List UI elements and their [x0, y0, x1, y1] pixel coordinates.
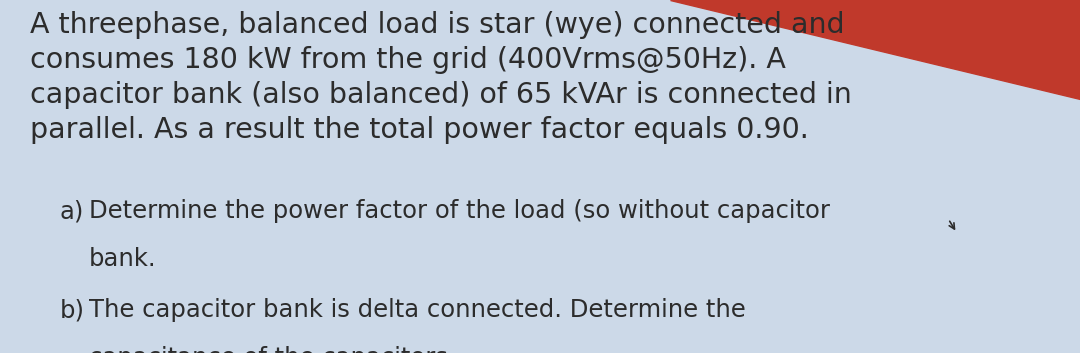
Polygon shape — [670, 0, 1080, 99]
Text: Determine the power factor of the load (so without capacitor: Determine the power factor of the load (… — [89, 199, 829, 223]
Text: capacitance of the capacitors.: capacitance of the capacitors. — [89, 346, 456, 353]
Text: A threephase, balanced load is star (wye) connected and
consumes 180 kW from the: A threephase, balanced load is star (wye… — [30, 11, 852, 144]
Text: bank.: bank. — [89, 247, 157, 271]
Text: a): a) — [59, 199, 84, 223]
Text: b): b) — [59, 298, 84, 322]
Text: The capacitor bank is delta connected. Determine the: The capacitor bank is delta connected. D… — [89, 298, 745, 322]
